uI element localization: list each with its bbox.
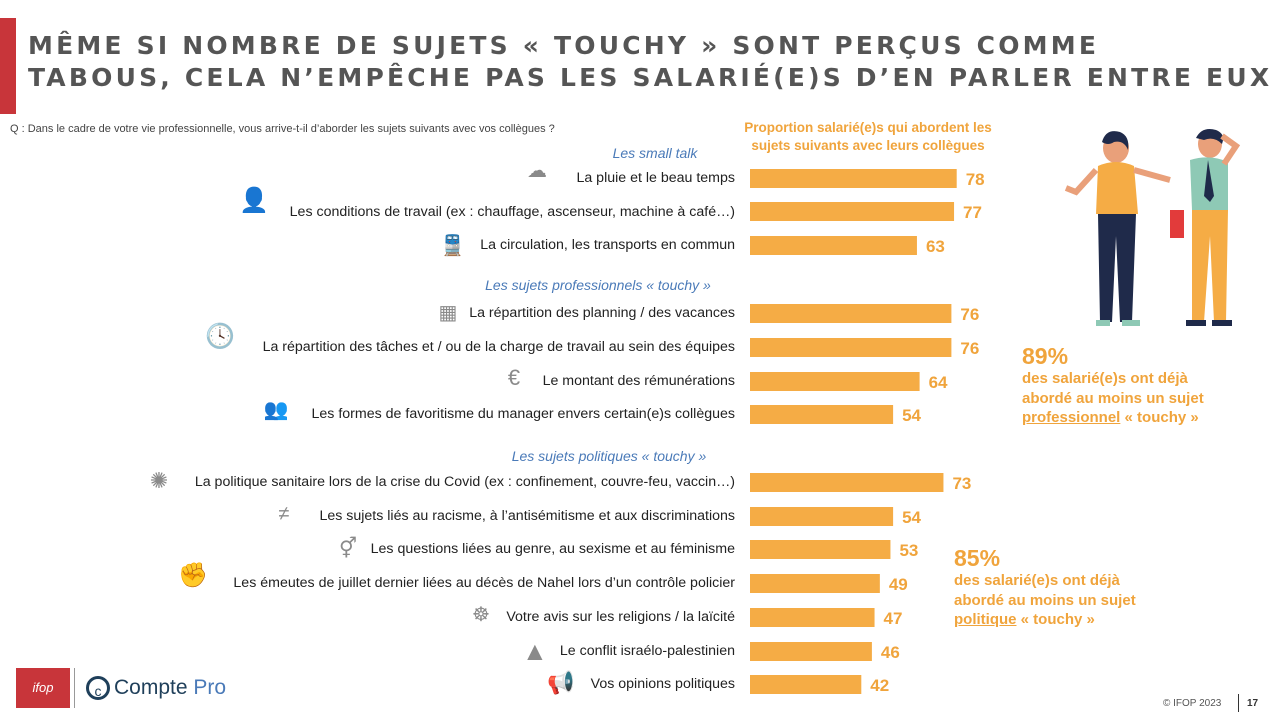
religion-symbols-icon: ☸: [472, 604, 490, 626]
compte-text: Compte: [114, 676, 188, 699]
bar-value-label: 49: [889, 575, 908, 594]
desk-clock-icon: 🕓: [205, 323, 235, 350]
bar-value-label: 64: [929, 373, 948, 392]
row-label: La répartition des tâches et / ou de la …: [262, 339, 735, 355]
stat-line: des salarié(e)s ont déjà: [1022, 370, 1188, 387]
row-label: Les sujets liés au racisme, à l’antisémi…: [319, 508, 735, 524]
bar-0-2: [750, 236, 917, 255]
bar-value-label: 73: [952, 474, 971, 493]
section-professional: Les sujets professionnels « touchy »: [485, 277, 711, 293]
bar-2-6: [750, 675, 862, 694]
office-worker-icon: 👤: [239, 187, 269, 214]
train-icon: 🚆: [440, 235, 465, 257]
bar-value-label: 76: [960, 339, 979, 358]
bar-value-label: 46: [881, 643, 900, 662]
stat-underlined: politique: [954, 611, 1017, 628]
row-label: La répartition des planning / des vacanc…: [469, 305, 735, 321]
stat-political: 85% des salarié(e)s ont déjà abordé au m…: [954, 545, 1136, 630]
row-label: La circulation, les transports en commun: [480, 237, 735, 253]
ifop-logo: ifop: [16, 668, 70, 708]
bar-value-label: 76: [960, 305, 979, 324]
stat-line: abordé au moins un sujet: [954, 591, 1136, 609]
accent-bar: [0, 18, 16, 114]
logo-separator: [74, 668, 75, 708]
bar-value-label: 54: [902, 406, 921, 425]
title-line-1: MÊME SI NOMBRE DE SUJETS « TOUCHY » SONT…: [28, 31, 1100, 60]
row-label: La pluie et le beau temps: [576, 170, 735, 186]
stat-professional: 89% des salarié(e)s ont déjà abordé au m…: [1022, 343, 1204, 428]
bar-1-0: [750, 304, 952, 323]
section-small-talk: Les small talk: [612, 145, 698, 161]
stat-percentage: 89%: [1022, 343, 1069, 369]
row-label: Le montant des rémunérations: [542, 373, 735, 389]
bar-0-0: [750, 169, 957, 188]
title-line-2: TABOUS, CELA N’EMPÊCHE PAS LES SALARIÉ(E…: [28, 63, 1269, 92]
cloud-rain-icon: ☁: [527, 160, 547, 182]
bar-value-label: 47: [884, 609, 903, 628]
calendar-icon: ▦: [438, 302, 458, 324]
bar-value-label: 54: [902, 508, 921, 527]
bar-2-4: [750, 608, 875, 627]
page-number: 17: [1247, 698, 1259, 709]
row-label: Le conflit israélo-palestinien: [559, 643, 735, 659]
column-header: Proportion salarié(e)s qui abordent les …: [718, 119, 1018, 155]
megaphone-icon: 📢: [547, 670, 575, 695]
copyright: © IFOP 2023: [1163, 698, 1222, 709]
money-bag-icon: €: [507, 365, 521, 390]
not-equal-people-icon: ≠: [278, 503, 290, 525]
section-political: Les sujets politiques « touchy »: [511, 448, 707, 464]
column-header-line-2: sujets suivants avec leurs collègues: [751, 138, 985, 153]
row-label: La politique sanitaire lors de la crise …: [194, 474, 735, 490]
stat-line-rest: « touchy »: [1016, 611, 1095, 628]
people-group-icon: 👥: [263, 399, 289, 421]
footer-separator: [1238, 694, 1239, 712]
stat-line: politique « touchy »: [954, 610, 1136, 630]
compte-pro-logo: c Compte Pro: [86, 672, 226, 704]
bar-1-3: [750, 405, 894, 424]
row-label: Les émeutes de juillet dernier liées au …: [233, 575, 735, 591]
bar-2-0: [750, 473, 944, 492]
row-label: Vos opinions politiques: [590, 676, 735, 692]
row-label: Les conditions de travail (ex : chauffag…: [289, 204, 735, 220]
bar-2-2: [750, 540, 891, 559]
virus-icon: ✺: [149, 468, 169, 493]
gender-symbols-icon: ⚥: [338, 538, 358, 560]
stat-line: des salarié(e)s ont déjà: [954, 572, 1120, 589]
bar-2-5: [750, 642, 872, 661]
row-label: Les questions liées au genre, au sexisme…: [370, 541, 735, 557]
bar-2-3: [750, 574, 880, 593]
bar-value-label: 63: [926, 237, 945, 256]
bar-value-label: 78: [966, 170, 985, 189]
pro-text: Pro: [193, 676, 227, 699]
bar-1-2: [750, 372, 920, 391]
row-label: Les formes de favoritisme du manager env…: [311, 406, 735, 422]
compte-pro-icon: c: [86, 676, 110, 701]
question-text: Q : Dans le cadre de votre vie professio…: [10, 123, 555, 135]
bar-1-1: [750, 338, 952, 357]
stat-line: abordé au moins un sujet: [1022, 389, 1204, 407]
stat-underlined: professionnel: [1022, 409, 1121, 426]
colleagues-illustration: [1064, 129, 1241, 326]
bar-2-1: [750, 507, 894, 526]
bar-value-label: 42: [870, 676, 889, 695]
bar-value-label: 77: [963, 203, 982, 222]
map-israel-icon: ▲: [522, 636, 548, 666]
protest-icon: ✊: [178, 562, 208, 589]
bar-0-1: [750, 202, 955, 221]
bar-value-label: 53: [899, 541, 918, 560]
page-title: MÊME SI NOMBRE DE SUJETS « TOUCHY » SONT…: [28, 30, 1269, 94]
column-header-line-1: Proportion salarié(e)s qui abordent les: [744, 120, 992, 135]
stat-percentage: 85%: [954, 545, 1001, 571]
stat-line-rest: « touchy »: [1120, 409, 1199, 426]
row-label: Votre avis sur les religions / la laïcit…: [506, 609, 735, 625]
stat-line: professionnel « touchy »: [1022, 408, 1204, 428]
